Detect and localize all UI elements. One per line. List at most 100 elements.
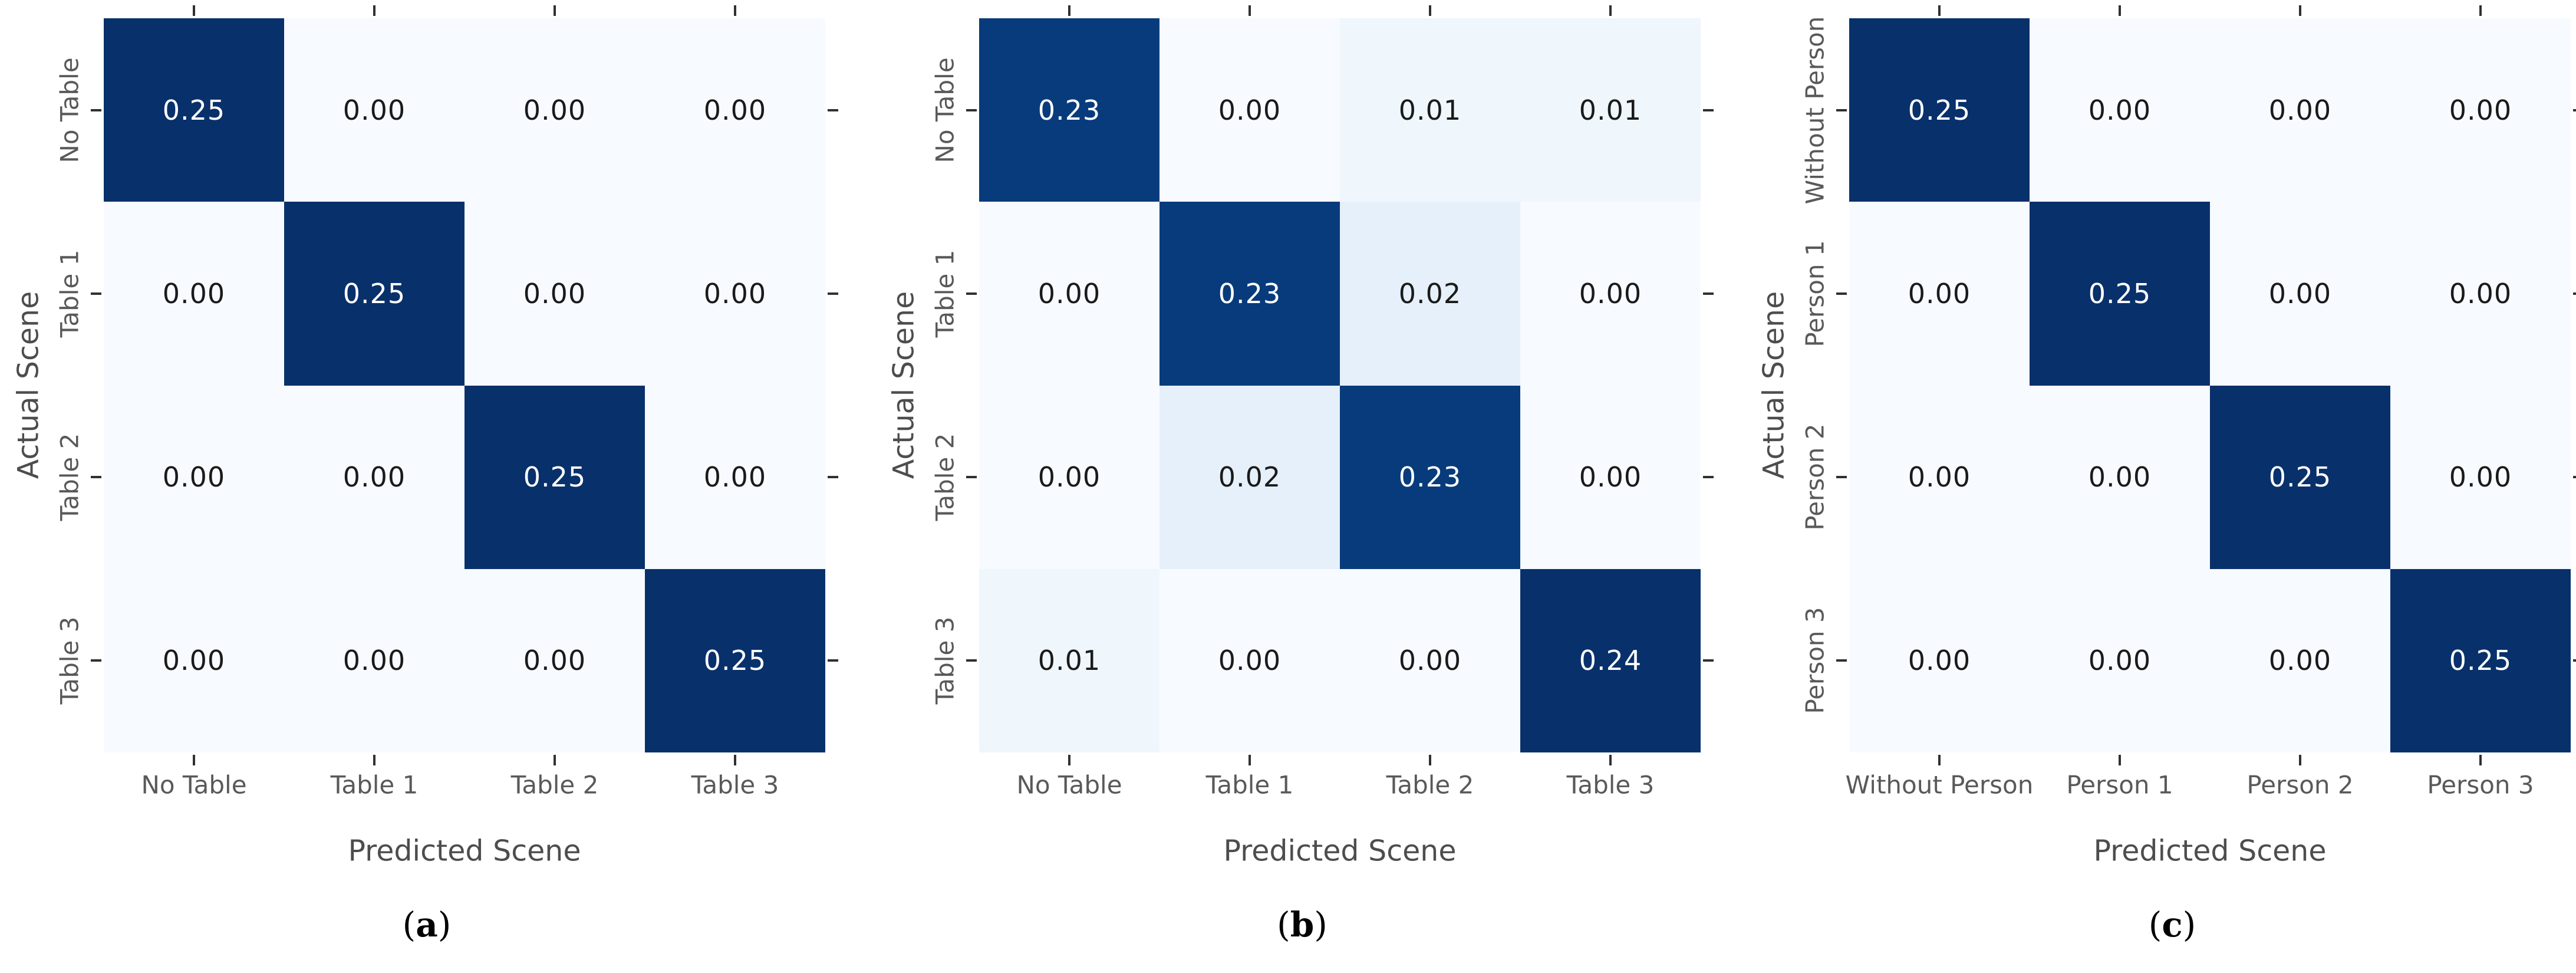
- tick-mark: [2479, 755, 2482, 765]
- confusion-matrix-c: 0.25 0.00 0.00 0.00 0.00 0.25 0.00 0.00 0.00 0.00…: [1849, 18, 2571, 752]
- row-tick-label: Table 2: [55, 433, 84, 521]
- cell-value: 0.01: [1398, 94, 1462, 126]
- panel-c: 0.25 0.00 0.00 0.00 0.00 0.25 0.00 0.00 0.00 0.00…: [1718, 0, 2576, 973]
- caption-letter: a: [416, 905, 438, 945]
- tick-mark: [373, 5, 375, 16]
- heatmap-cell: 0.01: [1520, 18, 1701, 202]
- tick-mark: [1836, 659, 1847, 662]
- heatmap-cell: 0.25: [1849, 18, 2030, 202]
- heatmap-cell: 0.00: [284, 568, 465, 752]
- cell-value: 0.00: [342, 461, 406, 494]
- tick-mark: [2573, 476, 2576, 479]
- heatmap-cell: 0.00: [284, 385, 465, 569]
- panel-caption: (a): [403, 905, 452, 945]
- heatmap-cell: 0.00: [2030, 568, 2210, 752]
- heatmap-cell: 0.00: [645, 385, 825, 569]
- cell-value: 0.01: [1579, 94, 1642, 126]
- tick-mark: [828, 292, 838, 295]
- cell-value: 0.00: [1908, 277, 1971, 310]
- cell-value: 0.25: [523, 461, 587, 494]
- tick-mark: [1703, 109, 1714, 111]
- cell-value: 0.00: [703, 461, 767, 494]
- heatmap-cell: 0.25: [2210, 385, 2390, 569]
- caption-paren-open: (: [1277, 905, 1290, 945]
- cell-value: 0.00: [1908, 461, 1971, 494]
- tick-mark: [554, 755, 556, 765]
- cell-value: 0.00: [162, 645, 226, 677]
- tick-mark: [2299, 755, 2301, 765]
- cell-value: 0.25: [162, 94, 226, 126]
- tick-mark: [828, 659, 838, 662]
- cell-value: 0.25: [342, 277, 406, 310]
- col-tick-label: Table 3: [1566, 770, 1655, 800]
- cell-value: 0.00: [2449, 94, 2512, 126]
- cell-value: 0.25: [703, 645, 767, 677]
- heatmap-cell: 0.25: [104, 18, 284, 202]
- tick-mark: [1703, 476, 1714, 479]
- heatmap-cell: 0.00: [2210, 202, 2390, 386]
- tick-mark: [2119, 755, 2121, 765]
- heatmap-cell: 0.25: [465, 385, 645, 569]
- col-tick-label: Table 1: [330, 770, 419, 800]
- tick-mark: [91, 476, 101, 479]
- col-tick-label: Without Person: [1845, 770, 2034, 800]
- cell-value: 0.00: [2088, 461, 2152, 494]
- heatmap-cell: 0.00: [2030, 385, 2210, 569]
- caption-paren-close: ): [1314, 905, 1327, 945]
- tick-mark: [2573, 292, 2576, 295]
- col-tick-label: Person 2: [2246, 770, 2354, 800]
- cell-value: 0.24: [1579, 645, 1642, 677]
- cell-value: 0.00: [342, 94, 406, 126]
- cell-value: 0.00: [523, 277, 587, 310]
- cell-value: 0.00: [1398, 645, 1462, 677]
- heatmap-cell: 0.25: [284, 202, 465, 386]
- heatmap-cell: 0.00: [2210, 18, 2390, 202]
- heatmap-cell: 0.25: [2030, 202, 2210, 386]
- row-tick-label: Table 2: [930, 433, 960, 521]
- heatmap-cell: 0.00: [1849, 568, 2030, 752]
- heatmap-cell: 0.00: [104, 568, 284, 752]
- col-tick-label: No Table: [141, 770, 247, 800]
- heatmap-cell: 0.00: [1849, 202, 2030, 386]
- heatmap-cell: 0.23: [1159, 202, 1340, 386]
- cell-value: 0.00: [1579, 461, 1642, 494]
- cell-value: 0.00: [703, 277, 767, 310]
- panel-b: 0.23 0.00 0.01 0.01 0.00 0.23 0.02 0.00 0.00 0.02…: [859, 0, 1717, 973]
- tick-mark: [1609, 755, 1612, 765]
- cell-value: 0.00: [1908, 645, 1971, 677]
- tick-mark: [2119, 5, 2121, 16]
- tick-mark: [1068, 5, 1070, 16]
- x-axis-label: Predicted Scene: [1223, 834, 1457, 868]
- col-tick-label: Table 1: [1205, 770, 1294, 800]
- tick-mark: [1429, 755, 1431, 765]
- confusion-matrix-a: 0.25 0.00 0.00 0.00 0.00 0.25 0.00 0.00 0.00 0.00…: [104, 18, 825, 752]
- cell-value: 0.00: [162, 461, 226, 494]
- tick-mark: [828, 109, 838, 111]
- row-tick-label: Table 3: [55, 617, 84, 705]
- col-tick-label: Table 3: [691, 770, 779, 800]
- row-tick-label: Table 1: [55, 249, 84, 338]
- y-axis-label: Actual Scene: [1757, 291, 1791, 479]
- heatmap-cell: 0.00: [104, 385, 284, 569]
- cell-value: 0.00: [342, 645, 406, 677]
- cell-value: 0.00: [523, 645, 587, 677]
- tick-mark: [1836, 109, 1847, 111]
- caption-letter: c: [2162, 905, 2183, 945]
- heatmap-cell: 0.00: [1159, 568, 1340, 752]
- y-axis-label: Actual Scene: [11, 291, 45, 479]
- heatmap-cell: 0.00: [1520, 202, 1701, 386]
- tick-mark: [373, 755, 375, 765]
- tick-mark: [966, 476, 977, 479]
- heatmap-cell: 0.00: [2030, 18, 2210, 202]
- tick-mark: [966, 109, 977, 111]
- cell-value: 0.00: [2268, 94, 2332, 126]
- confusion-matrix-b: 0.23 0.00 0.01 0.01 0.00 0.23 0.02 0.00 0.00 0.02…: [979, 18, 1701, 752]
- tick-mark: [91, 292, 101, 295]
- tick-mark: [193, 755, 195, 765]
- heatmap-cell: 0.23: [1340, 385, 1520, 569]
- tick-mark: [966, 292, 977, 295]
- tick-mark: [828, 476, 838, 479]
- cell-value: 0.25: [2268, 461, 2332, 494]
- panel-caption: (b): [1277, 905, 1327, 945]
